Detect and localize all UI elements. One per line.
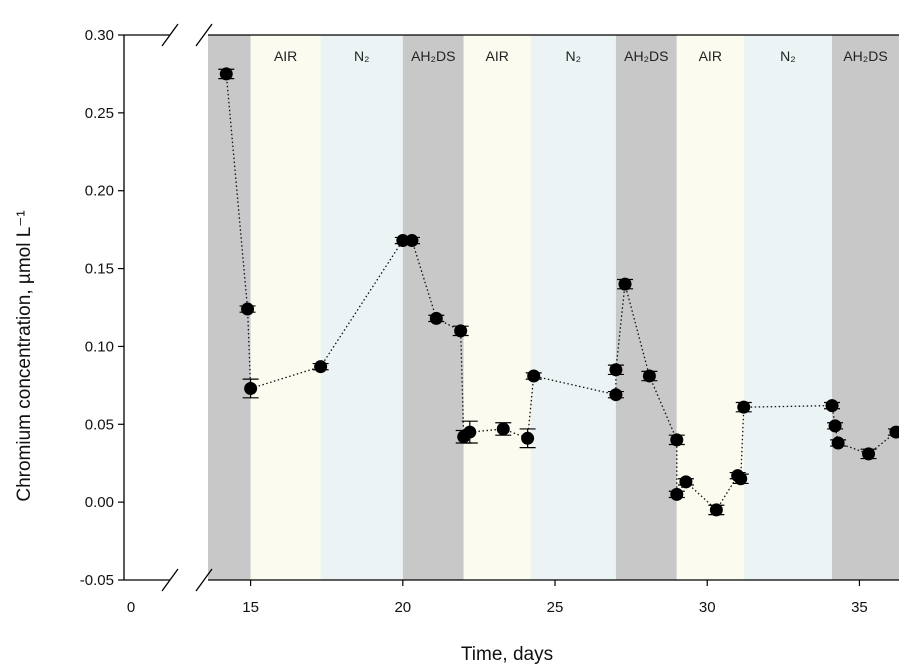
data-point-9 xyxy=(463,425,477,439)
data-point-24 xyxy=(825,399,839,413)
data-point-1 xyxy=(241,302,255,316)
y-tick-label-4: 0.15 xyxy=(85,261,114,278)
data-point-0 xyxy=(219,67,233,81)
band-4 xyxy=(463,35,531,580)
band-9 xyxy=(832,35,899,580)
data-point-26 xyxy=(831,436,845,450)
x-tick-label-4: 30 xyxy=(699,599,716,616)
data-point-7 xyxy=(454,324,468,338)
band-label-9: AH₂DS xyxy=(843,48,887,64)
bottom-break-mark-0 xyxy=(161,568,179,592)
band-3 xyxy=(402,35,464,580)
data-point-12 xyxy=(527,369,541,383)
data-point-20 xyxy=(709,503,723,517)
bottom-break-mark-1 xyxy=(195,568,213,592)
x-tick-label-2: 20 xyxy=(394,599,411,616)
data-series xyxy=(218,67,899,517)
data-point-23 xyxy=(737,400,751,414)
data-point-27 xyxy=(862,447,876,461)
data-point-16 xyxy=(642,369,656,383)
band-1 xyxy=(250,35,321,580)
data-point-15 xyxy=(618,277,632,291)
band-label-1: AIR xyxy=(274,48,297,64)
data-point-2 xyxy=(244,381,258,395)
data-point-14 xyxy=(609,363,623,377)
band-label-8: N₂ xyxy=(780,48,796,64)
y-tick-label-2: 0.05 xyxy=(85,416,114,433)
treatment-band-labels: AIR N₂ AH₂DS AIR N₂ AH₂DS AIR N₂ AH₂DS xyxy=(274,48,888,64)
treatment-bands xyxy=(208,35,899,580)
y-tick-label-3: 0.10 xyxy=(85,338,114,355)
x-tick-label-1: 15 xyxy=(242,599,259,616)
data-point-5 xyxy=(405,234,419,248)
y-tick-label-1: 0.00 xyxy=(85,494,114,511)
x-tick-label-3: 25 xyxy=(547,599,564,616)
y-tick-label-0: -0.05 xyxy=(80,572,114,589)
data-point-13 xyxy=(609,388,623,402)
band-label-3: AH₂DS xyxy=(411,48,455,64)
band-label-4: AIR xyxy=(486,48,509,64)
top-break-mark-0 xyxy=(161,23,179,47)
data-point-18 xyxy=(670,487,684,501)
data-point-6 xyxy=(429,311,443,325)
band-7 xyxy=(676,35,744,580)
band-label-7: AIR xyxy=(699,48,722,64)
band-label-5: N₂ xyxy=(566,48,582,64)
band-2 xyxy=(320,35,403,580)
data-point-25 xyxy=(828,419,842,433)
band-label-6: AH₂DS xyxy=(624,48,668,64)
data-point-11 xyxy=(521,431,535,445)
band-6 xyxy=(615,35,677,580)
y-tick-label-5: 0.20 xyxy=(85,183,114,200)
x-axis-title: Time, days xyxy=(461,644,553,665)
y-tick-label-6: 0.25 xyxy=(85,105,114,122)
data-point-28 xyxy=(889,425,899,439)
x-tick-label-5: 35 xyxy=(851,599,868,616)
data-point-17 xyxy=(670,433,684,447)
y-axis-ticks: -0.05 0.00 0.05 0.10 0.15 0.20 0.25 0.30 xyxy=(80,27,124,589)
band-8 xyxy=(743,35,833,580)
top-break-mark-1 xyxy=(195,23,213,47)
band-5 xyxy=(530,35,616,580)
axes xyxy=(123,23,899,592)
data-point-10 xyxy=(496,422,510,436)
x-axis-ticks: 0 15 20 25 30 35 xyxy=(127,580,868,616)
data-point-19 xyxy=(679,475,693,489)
x-tick-label-0: 0 xyxy=(127,599,135,616)
data-point-22 xyxy=(734,472,748,486)
data-point-3 xyxy=(314,360,328,374)
band-label-2: N₂ xyxy=(354,48,370,64)
y-tick-label-7: 0.30 xyxy=(85,27,114,44)
y-axis-title: Chromium concentration, µmol L⁻¹ xyxy=(14,210,35,501)
